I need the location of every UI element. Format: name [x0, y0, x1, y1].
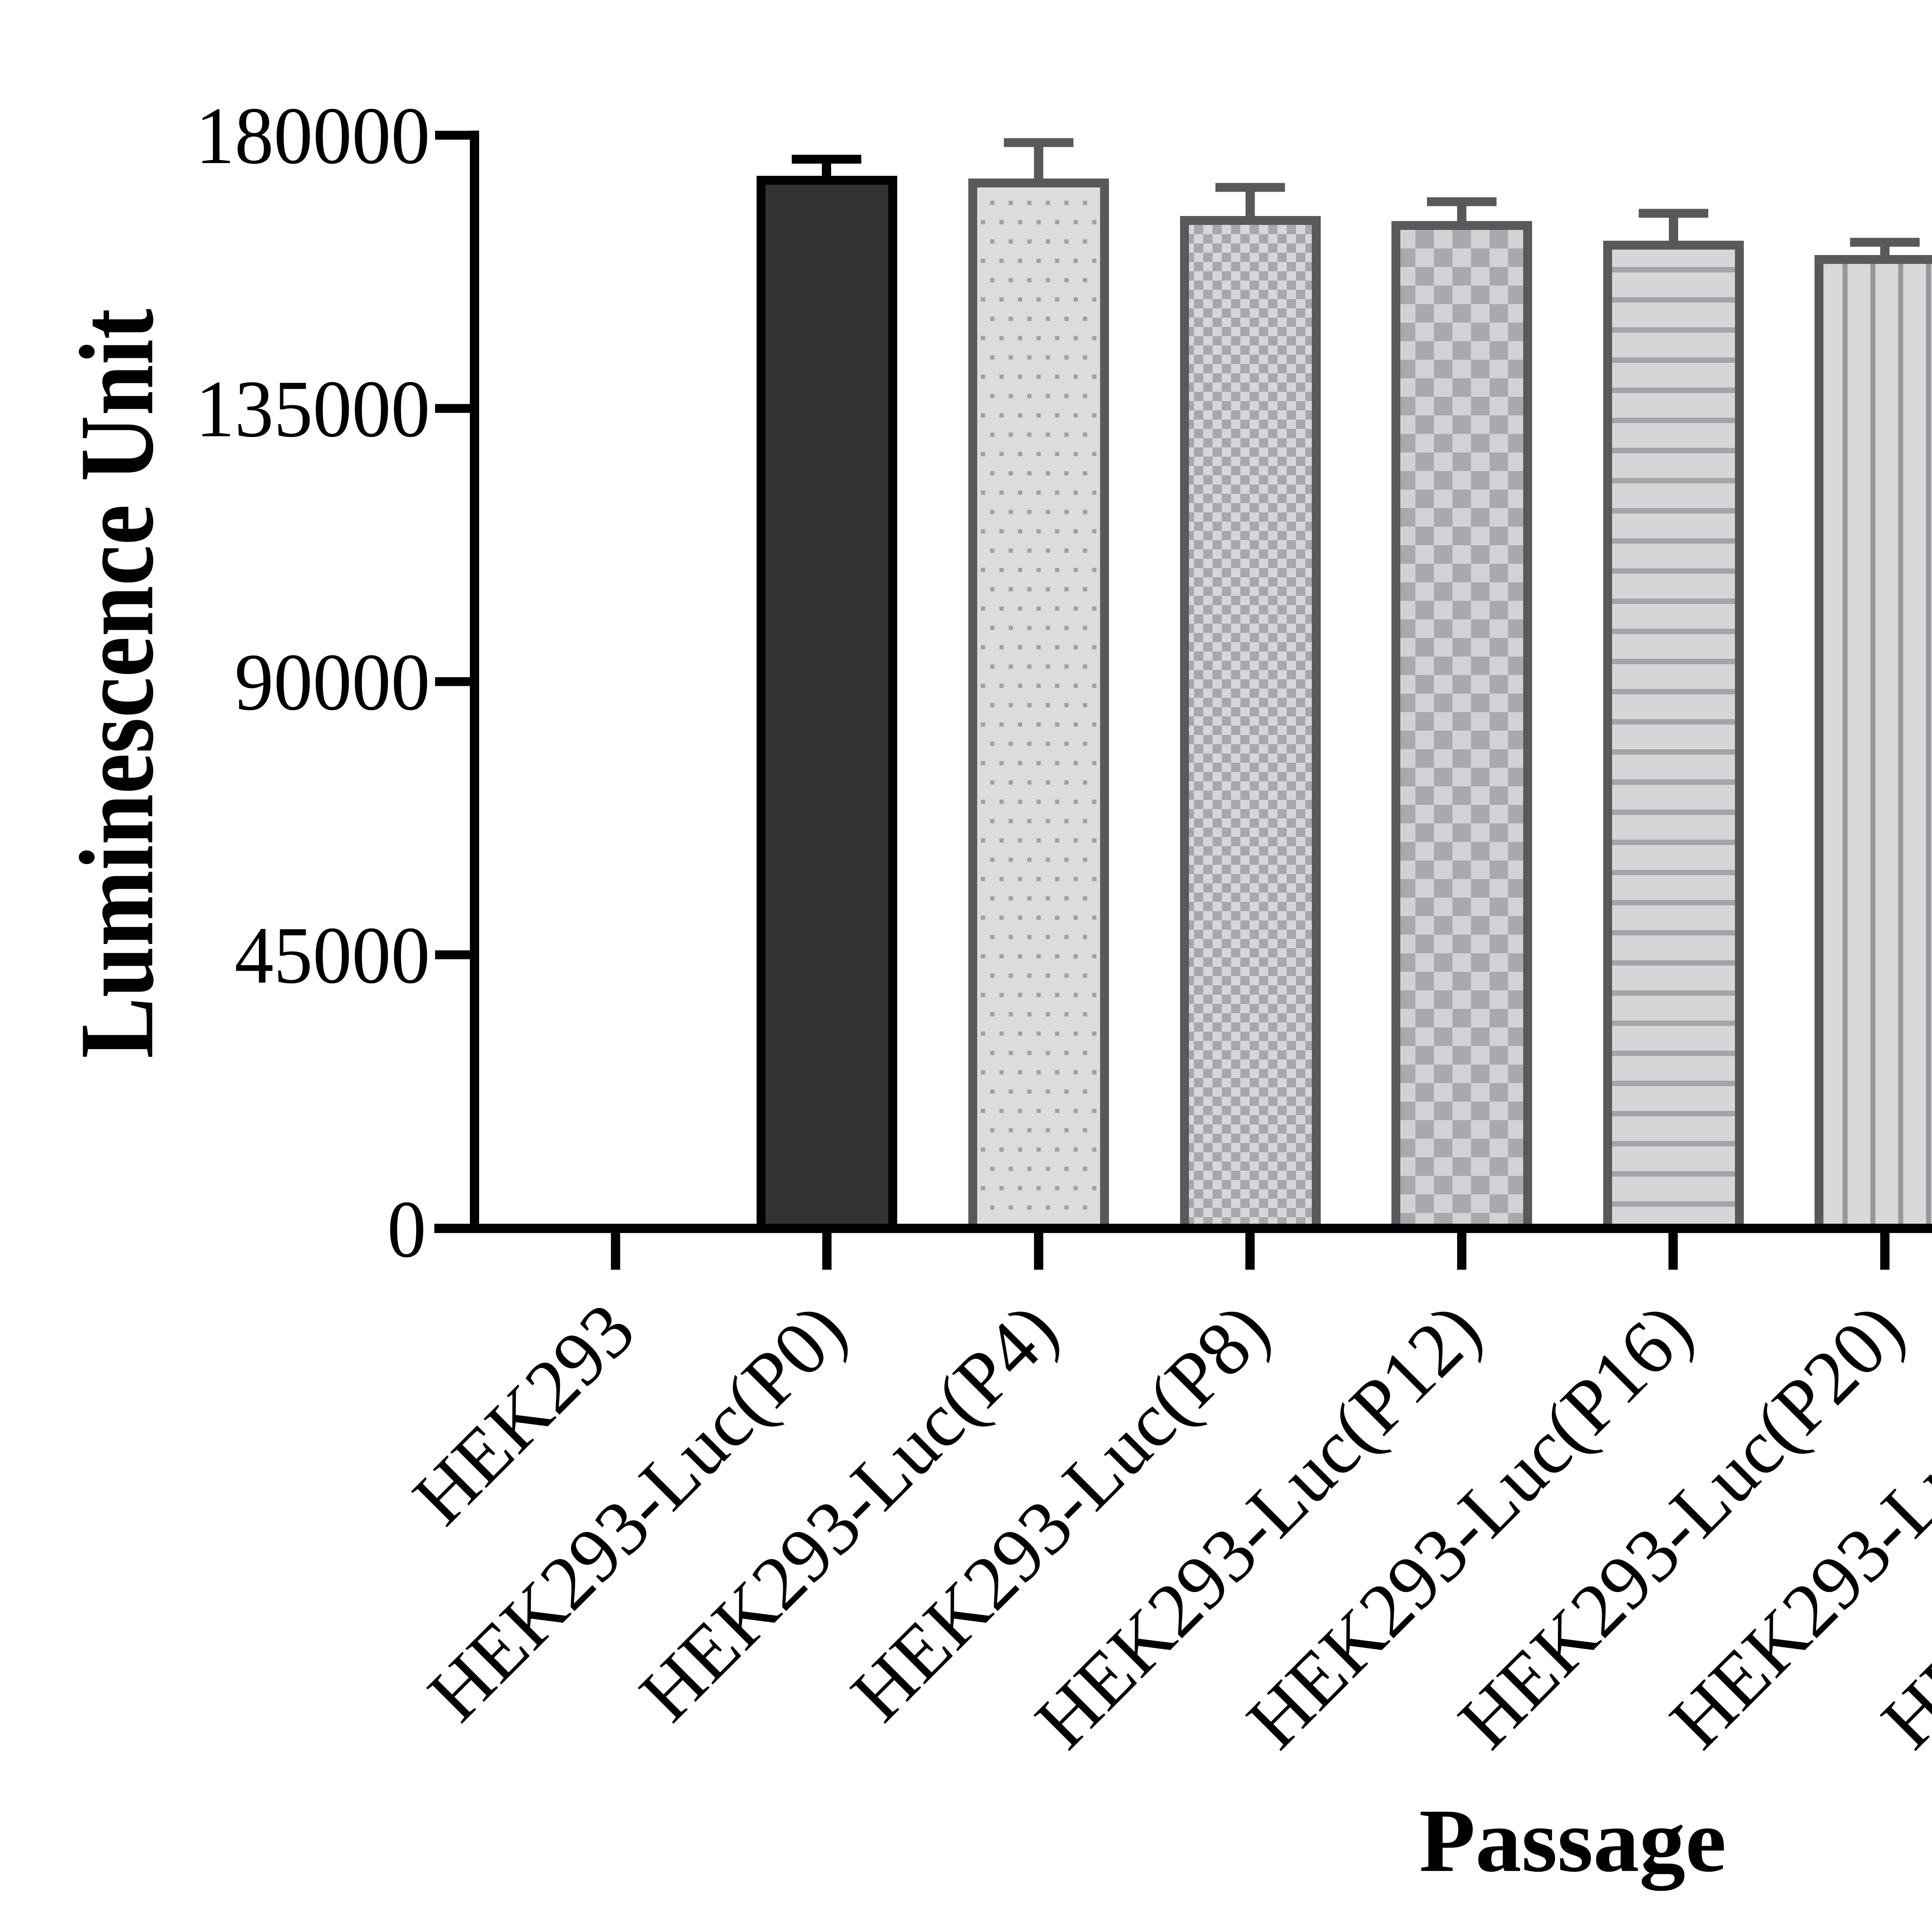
svg-text:45000: 45000 [235, 910, 430, 1000]
svg-text:Passage: Passage [1419, 1790, 1726, 1891]
svg-text:90000: 90000 [235, 637, 430, 727]
svg-text:Luminescence Unit: Luminescence Unit [58, 308, 175, 1058]
svg-text:0: 0 [387, 1184, 426, 1274]
svg-text:135000: 135000 [196, 364, 430, 454]
svg-text:180000: 180000 [196, 90, 430, 181]
